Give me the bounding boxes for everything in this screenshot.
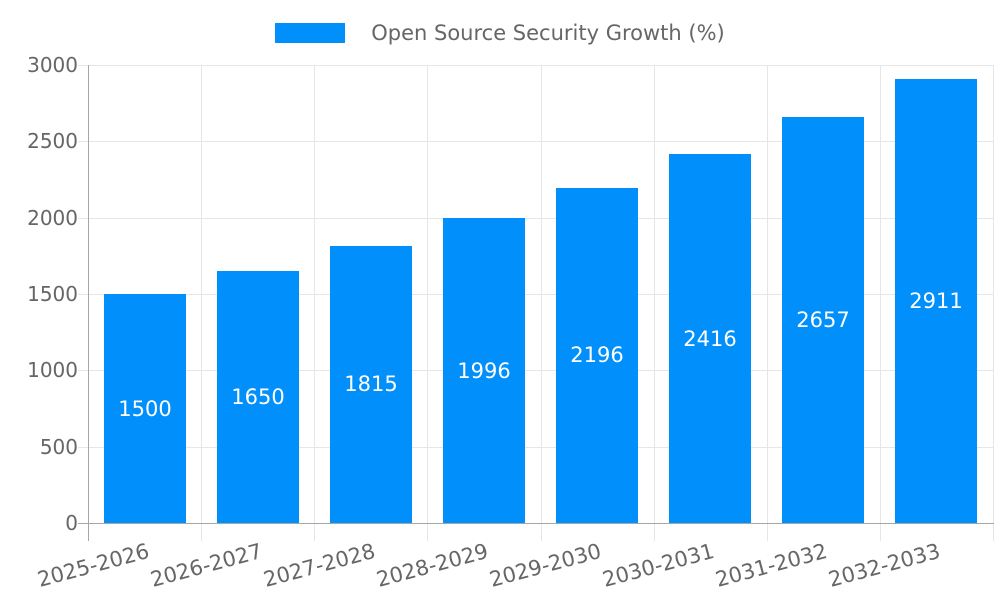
bar-value-label: 1500 xyxy=(118,397,172,421)
bar[interactable] xyxy=(217,271,299,523)
bar[interactable] xyxy=(782,117,864,523)
x-gridline xyxy=(314,65,315,523)
y-axis-tick xyxy=(78,447,88,448)
y-gridline xyxy=(88,447,993,448)
x-axis-tick xyxy=(767,523,768,541)
bar[interactable] xyxy=(330,246,412,523)
x-axis-tick xyxy=(201,523,202,541)
y-axis-tick-label: 3000 xyxy=(27,53,78,77)
y-gridline xyxy=(88,370,993,371)
bar-value-label: 1650 xyxy=(231,385,285,409)
y-gridline xyxy=(88,65,993,66)
x-axis-tick-label: 2025-2026 xyxy=(34,539,152,592)
x-axis-tick-label: 2028-2029 xyxy=(373,539,491,592)
y-axis-tick-label: 2500 xyxy=(27,129,78,153)
y-gridline xyxy=(88,141,993,142)
x-axis-tick-label: 2029-2030 xyxy=(486,539,604,592)
x-gridline xyxy=(654,65,655,523)
bar[interactable] xyxy=(104,294,186,523)
x-axis-tick xyxy=(993,523,994,541)
bar[interactable] xyxy=(895,79,977,523)
y-gridline xyxy=(88,294,993,295)
x-axis-tick-label: 2031-2032 xyxy=(712,539,830,592)
y-axis-tick-label: 1000 xyxy=(27,358,78,382)
y-axis-tick xyxy=(78,218,88,219)
x-axis-tick-label: 2030-2031 xyxy=(599,539,717,592)
bar[interactable] xyxy=(556,188,638,523)
bar[interactable] xyxy=(669,154,751,523)
x-gridline xyxy=(767,65,768,523)
bar-value-label: 2196 xyxy=(570,343,624,367)
legend-swatch xyxy=(275,23,346,43)
x-axis-tick-label: 2032-2033 xyxy=(825,539,943,592)
legend-label: Open Source Security Growth (%) xyxy=(371,21,725,45)
bar-value-label: 1996 xyxy=(457,359,511,383)
y-axis-line xyxy=(88,65,89,541)
x-axis-tick xyxy=(654,523,655,541)
bar-value-label: 1815 xyxy=(344,372,398,396)
bar-value-label: 2657 xyxy=(796,308,850,332)
bar[interactable] xyxy=(443,218,525,523)
y-axis-tick-label: 2000 xyxy=(27,206,78,230)
legend-item[interactable]: Open Source Security Growth (%) xyxy=(0,16,1000,50)
x-axis-tick xyxy=(541,523,542,541)
y-axis-tick-label: 1500 xyxy=(27,282,78,306)
x-gridline xyxy=(541,65,542,523)
x-axis-tick-label: 2026-2027 xyxy=(147,539,265,592)
y-axis-tick-label: 0 xyxy=(65,511,78,535)
y-axis-tick xyxy=(78,523,88,524)
y-axis-tick xyxy=(78,294,88,295)
x-gridline xyxy=(427,65,428,523)
y-axis-tick-label: 500 xyxy=(39,435,78,459)
bar-value-label: 2911 xyxy=(909,289,963,313)
x-axis-line xyxy=(88,523,994,524)
bar-value-label: 2416 xyxy=(683,327,737,351)
x-gridline xyxy=(993,65,994,523)
x-axis-tick xyxy=(880,523,881,541)
x-axis-tick-label: 2027-2028 xyxy=(260,539,378,592)
x-gridline xyxy=(201,65,202,523)
y-axis-tick xyxy=(78,141,88,142)
x-gridline xyxy=(880,65,881,523)
x-axis-tick xyxy=(427,523,428,541)
x-axis-tick xyxy=(314,523,315,541)
y-gridline xyxy=(88,218,993,219)
y-axis-tick xyxy=(78,65,88,66)
y-axis-tick xyxy=(78,370,88,371)
